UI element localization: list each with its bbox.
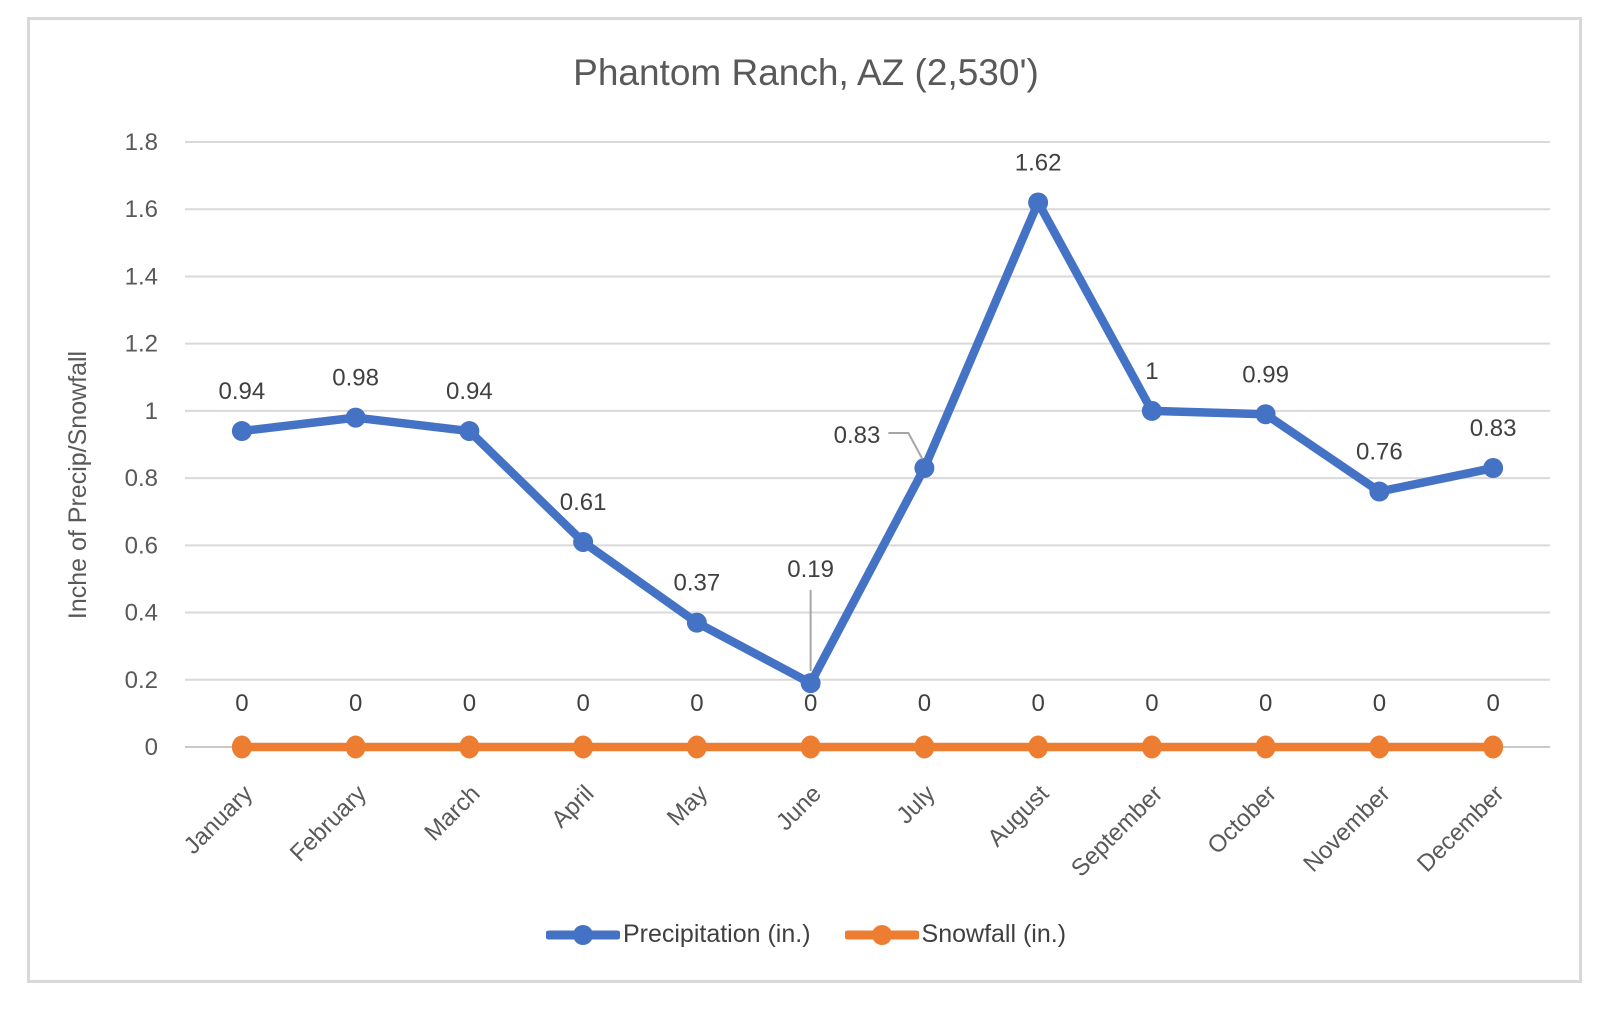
snowfall-marker	[1369, 735, 1390, 759]
precipitation-marker	[1255, 404, 1276, 425]
snowfall-legend-key-icon	[844, 924, 919, 945]
svg-text:1.8: 1.8	[125, 129, 158, 156]
svg-text:0: 0	[235, 690, 248, 717]
svg-text:0.94: 0.94	[219, 378, 266, 405]
precipitation-legend-key-icon	[545, 924, 620, 945]
svg-text:August: August	[982, 780, 1054, 852]
snowfall-marker	[1141, 735, 1162, 759]
svg-text:0: 0	[463, 690, 476, 717]
gridlines	[185, 141, 1550, 748]
precipitation-marker	[1028, 192, 1049, 213]
svg-text:1.62: 1.62	[1015, 150, 1062, 177]
svg-text:0.83: 0.83	[1470, 415, 1517, 442]
svg-text:0.2: 0.2	[125, 667, 158, 694]
y-axis-tick-labels: 0 0.2 0.4 0.6 0.8 1 1.2 1.4 1.6 1.8	[125, 129, 158, 761]
svg-text:February: February	[285, 780, 372, 867]
snowfall-marker	[1255, 735, 1276, 759]
svg-text:0: 0	[1373, 690, 1386, 717]
svg-text:0: 0	[1031, 690, 1044, 717]
svg-text:1: 1	[145, 398, 158, 425]
legend: Precipitation (in.) Snowfall (in.)	[0, 920, 1612, 949]
svg-text:0.76: 0.76	[1356, 439, 1403, 466]
legend-label-snowfall: Snowfall (in.)	[921, 920, 1067, 948]
snowfall-series	[231, 735, 1504, 759]
svg-text:1: 1	[1145, 358, 1158, 385]
svg-text:December: December	[1412, 780, 1509, 877]
precipitation-data-labels: 0.94 0.98 0.94 0.61 0.37 0.19 0.83 1.62 1 0.99 0.7…	[219, 150, 1517, 672]
svg-text:0.37: 0.37	[674, 570, 721, 597]
svg-text:July: July	[891, 780, 940, 829]
snowfall-marker	[800, 735, 821, 759]
svg-text:May: May	[662, 780, 713, 831]
snowfall-marker	[914, 735, 935, 759]
precipitation-marker	[686, 612, 707, 633]
precipitation-marker	[914, 458, 935, 479]
svg-text:June: June	[771, 780, 827, 836]
precipitation-marker	[1141, 400, 1162, 421]
svg-text:January: January	[179, 780, 258, 859]
svg-text:1.6: 1.6	[125, 196, 158, 223]
svg-text:1.2: 1.2	[125, 331, 158, 358]
svg-text:0.98: 0.98	[332, 365, 379, 392]
snowfall-marker	[345, 735, 366, 759]
chart-frame	[27, 17, 1582, 983]
svg-text:October: October	[1202, 780, 1281, 859]
snowfall-marker	[459, 735, 480, 759]
legend-item-snowfall: Snowfall (in.)	[844, 920, 1067, 949]
y-axis-title: Inche of Precip/Snowfall	[64, 351, 92, 619]
svg-text:0.99: 0.99	[1242, 361, 1289, 388]
precipitation-marker	[459, 421, 480, 442]
precipitation-marker	[1483, 458, 1504, 479]
svg-text:0: 0	[576, 690, 589, 717]
snowfall-marker	[1028, 735, 1049, 759]
precipitation-marker	[345, 407, 366, 428]
svg-text:0.61: 0.61	[560, 489, 607, 516]
snowfall-marker	[1483, 735, 1504, 759]
svg-text:0.94: 0.94	[446, 378, 493, 405]
precipitation-marker	[1369, 481, 1390, 502]
svg-text:0.19: 0.19	[787, 556, 834, 583]
svg-text:0.6: 0.6	[125, 532, 158, 559]
svg-text:0: 0	[918, 690, 931, 717]
snowfall-marker	[231, 735, 252, 759]
legend-label-precipitation: Precipitation (in.)	[622, 920, 811, 948]
svg-text:0: 0	[804, 690, 817, 717]
svg-text:September: September	[1066, 780, 1168, 882]
snowfall-marker	[686, 735, 707, 759]
leader-line	[888, 432, 924, 460]
chart-title: Phantom Ranch, AZ (2,530')	[573, 52, 1039, 93]
svg-text:0: 0	[1145, 690, 1158, 717]
svg-text:0.4: 0.4	[125, 600, 158, 627]
snowfall-marker	[573, 735, 594, 759]
svg-text:0.83: 0.83	[834, 422, 881, 449]
precipitation-marker	[231, 421, 252, 442]
precipitation-marker	[573, 531, 594, 552]
svg-text:0.8: 0.8	[125, 465, 158, 492]
svg-text:1.4: 1.4	[125, 263, 158, 290]
svg-text:November: November	[1298, 780, 1395, 877]
x-axis-labels: January February March April May June July Augu…	[179, 780, 1510, 882]
svg-text:0: 0	[690, 690, 703, 717]
svg-text:April: April	[546, 780, 599, 833]
svg-text:0: 0	[1486, 690, 1499, 717]
precipitation-series	[231, 192, 1504, 694]
svg-text:0: 0	[145, 734, 158, 761]
precipitation-marker	[800, 673, 821, 694]
legend-item-precipitation: Precipitation (in.)	[545, 920, 811, 949]
svg-text:0: 0	[1259, 690, 1272, 717]
snowfall-data-labels: 0 0 0 0 0 0 0 0 0 0 0 0	[235, 690, 1500, 717]
svg-text:March: March	[419, 780, 485, 846]
svg-text:0: 0	[349, 690, 362, 717]
